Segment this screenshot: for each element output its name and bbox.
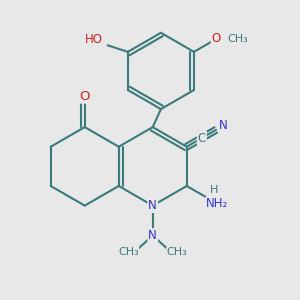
Text: NH₂: NH₂ (206, 197, 229, 210)
Text: O: O (212, 32, 221, 45)
Text: H: H (210, 185, 218, 195)
Text: HO: HO (85, 33, 103, 46)
Text: O: O (80, 89, 90, 103)
Text: N: N (219, 119, 227, 132)
Text: N: N (148, 229, 157, 242)
Text: CH₃: CH₃ (227, 34, 248, 44)
Text: CH₃: CH₃ (118, 248, 139, 257)
Text: N: N (148, 199, 157, 212)
Text: CH₃: CH₃ (167, 248, 188, 257)
Text: C: C (198, 131, 206, 145)
